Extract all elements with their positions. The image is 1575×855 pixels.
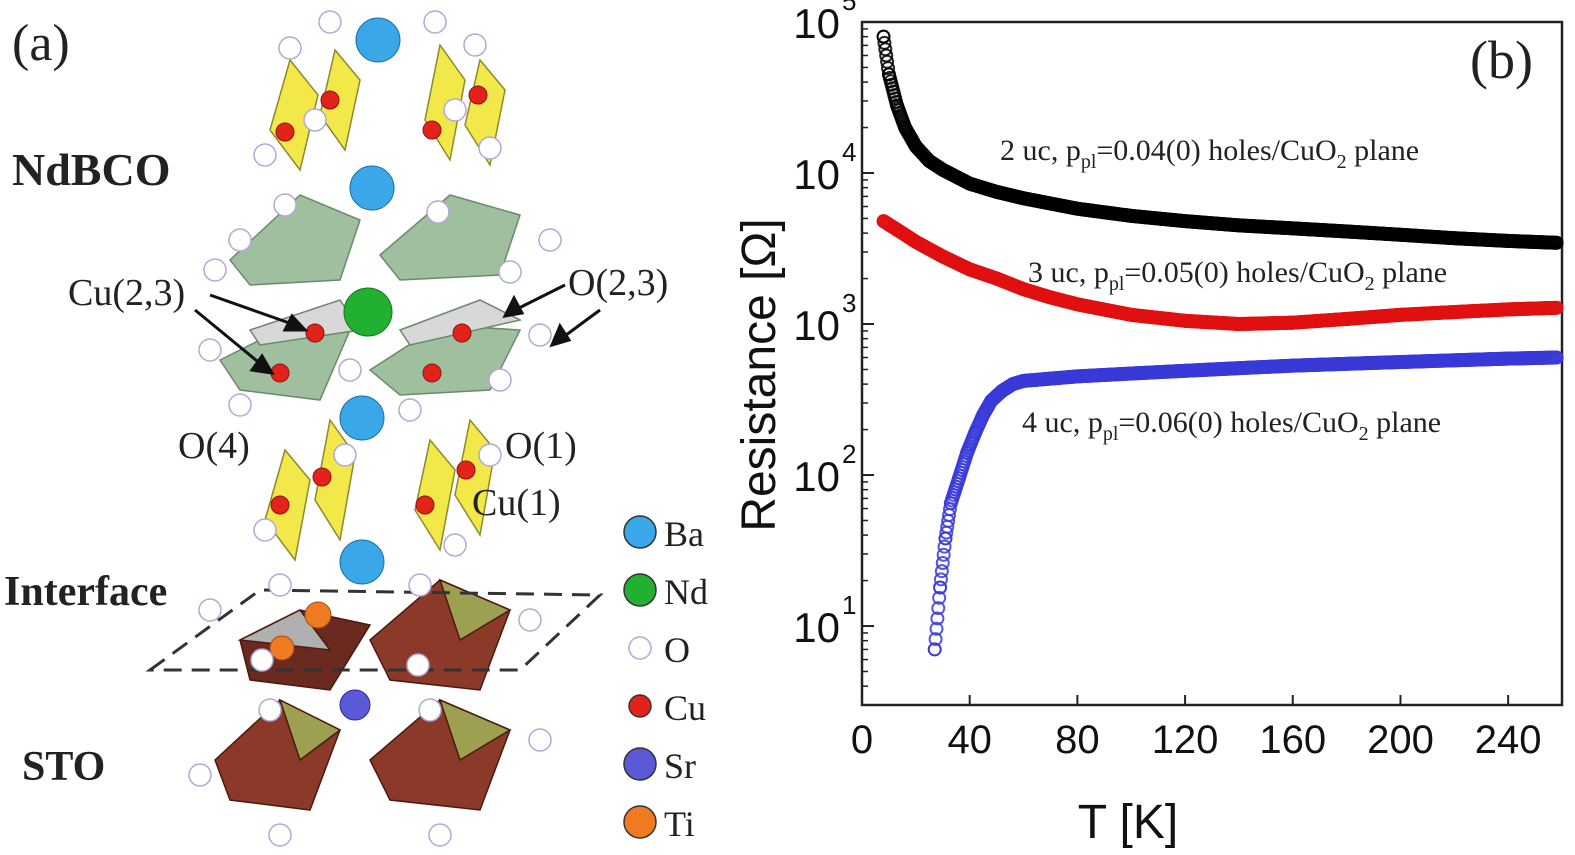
y-tick-exponent: 3 <box>842 288 856 318</box>
plot-frame <box>860 20 1564 707</box>
series-2 <box>876 214 1564 332</box>
legend-marker-o <box>628 636 652 660</box>
data-point <box>934 564 949 579</box>
y-tick-label: 10 <box>793 302 840 349</box>
legend-marker-ti <box>623 805 657 839</box>
top-cuo-chains <box>269 43 506 172</box>
x-tick-label: 160 <box>1259 718 1326 762</box>
data-point <box>931 601 946 616</box>
legend-marker-cu <box>628 694 652 718</box>
series-annotation-1: 2 uc, ppl=0.04(0) holes/CuO2 plane <box>1000 134 1419 173</box>
x-tick-label: 40 <box>947 718 992 762</box>
legend-label-ti: Ti <box>664 804 695 844</box>
y-tick-label: 10 <box>793 453 840 500</box>
ti-atoms <box>269 601 332 661</box>
x-tick-label: 240 <box>1475 718 1542 762</box>
o4-label: O(4) <box>178 425 250 467</box>
atom-legend: Ba Nd O Cu Sr Ti <box>623 514 708 844</box>
cu23-label: Cu(2,3) <box>68 272 185 314</box>
series-layer <box>876 29 1564 657</box>
legend-label-nd: Nd <box>664 572 708 612</box>
o1-label: O(1) <box>505 425 577 467</box>
data-point <box>881 61 896 76</box>
sr-atom <box>339 689 371 721</box>
series-annotation-3: 4 uc, ppl=0.06(0) holes/CuO2 plane <box>1022 406 1441 445</box>
panel-b-label: (b) <box>1470 30 1533 90</box>
x-tick-label: 80 <box>1055 718 1100 762</box>
x-tick-label: 200 <box>1367 718 1434 762</box>
data-point <box>932 590 947 605</box>
interface-label: Interface <box>4 569 167 615</box>
legend-marker-nd <box>623 573 657 607</box>
series-annotation-2: 3 uc, ppl=0.05(0) holes/CuO2 plane <box>1028 256 1447 295</box>
data-point <box>927 642 942 657</box>
series-1 <box>876 29 1564 250</box>
x-axis: 0 40 80 120 160 200 240 <box>851 695 1542 762</box>
y-tick-label: 10 <box>793 0 840 47</box>
legend-label-o: O <box>664 630 690 670</box>
data-point <box>928 632 943 647</box>
legend-marker-sr <box>623 747 657 781</box>
interface-plane <box>145 588 604 672</box>
y-axis-label: Resistance [Ω] <box>733 218 786 531</box>
y-tick-exponent: 1 <box>842 590 856 620</box>
series-annotations: 2 uc, ppl=0.04(0) holes/CuO2 plane 3 uc, … <box>1000 134 1447 445</box>
data-point <box>1549 300 1564 315</box>
y-tick-exponent: 4 <box>842 137 856 167</box>
y-tick-exponent: 5 <box>842 0 856 16</box>
cu1-label: Cu(1) <box>472 482 561 524</box>
ba-atoms <box>339 17 401 585</box>
o23-label: O(2,3) <box>568 262 668 304</box>
data-point <box>1549 350 1564 365</box>
cu-atoms <box>270 85 488 515</box>
x-tick-label: 0 <box>851 718 873 762</box>
y-tick-label: 10 <box>793 604 840 651</box>
series-3 <box>927 350 1564 657</box>
o-atoms <box>188 10 562 847</box>
structure-panel: (a) <box>4 10 708 847</box>
legend-label-sr: Sr <box>664 746 696 786</box>
data-point <box>933 580 948 595</box>
data-point <box>937 539 952 554</box>
legend-label-cu: Cu <box>664 688 706 728</box>
data-point <box>933 572 948 587</box>
data-point <box>930 611 945 626</box>
legend-marker-ba <box>623 515 657 549</box>
y-tick-label: 10 <box>793 151 840 198</box>
ndbco-label: NdBCO <box>12 144 170 195</box>
nd-atom <box>343 287 393 337</box>
x-tick-label: 120 <box>1152 718 1219 762</box>
site-arrows <box>194 283 601 375</box>
legend-label-ba: Ba <box>664 514 704 554</box>
y-tick-exponent: 2 <box>842 439 856 469</box>
cuo-pyramids <box>218 194 523 401</box>
data-point <box>935 555 950 570</box>
data-point <box>936 547 951 562</box>
sto-label: STO <box>22 744 105 790</box>
data-point <box>1549 235 1564 250</box>
panel-a-label: (a) <box>12 15 70 72</box>
x-axis-label: T [K] <box>1078 796 1178 849</box>
data-point <box>929 621 944 636</box>
